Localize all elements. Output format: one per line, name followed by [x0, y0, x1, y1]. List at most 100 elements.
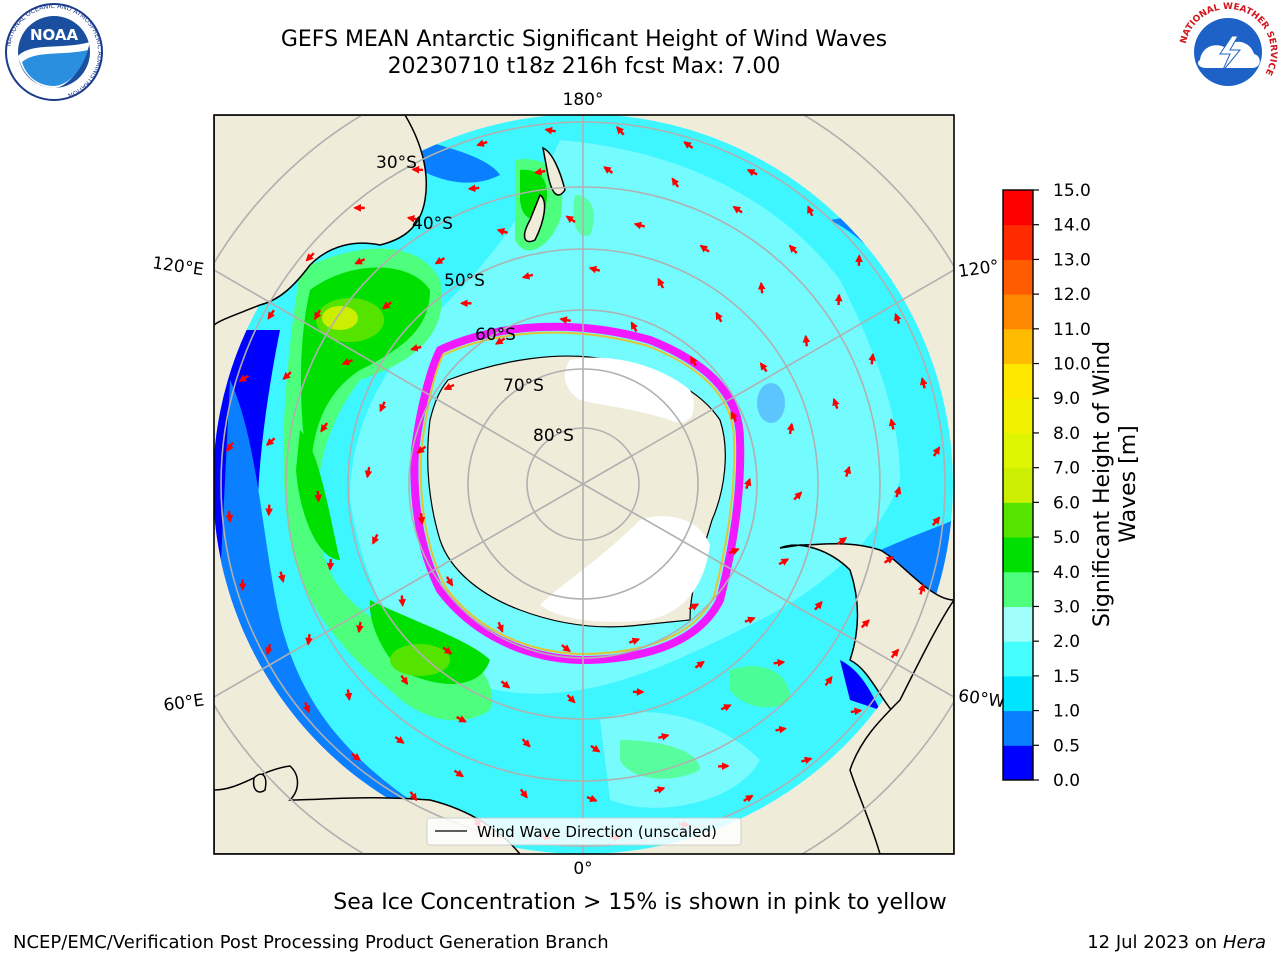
colorbar-band: [1003, 502, 1033, 538]
wave-direction-arrow: [442, 646, 453, 655]
colorbar-band: [1003, 294, 1033, 330]
wave-direction-arrow: [757, 281, 766, 294]
wave-direction-arrow: [671, 177, 680, 188]
wave-direction-arrow: [326, 559, 335, 571]
wave-direction-arrow: [476, 139, 488, 147]
wave-direction-arrow: [728, 547, 740, 556]
footer-date: 12 Jul 2023 on Hera: [1087, 932, 1266, 953]
wave-direction-arrow: [320, 422, 329, 433]
wave-direction-arrow: [467, 184, 480, 193]
lon-label-0: 0°: [573, 859, 592, 879]
wave-direction-arrow: [730, 411, 738, 422]
wave-direction-arrow: [364, 466, 373, 479]
wave-direction-arrow: [773, 659, 786, 667]
wave-direction-arrow: [238, 374, 249, 383]
colorbar-band: [1003, 259, 1033, 295]
wave-direction-arrow: [496, 228, 509, 236]
wave-direction-arrow: [860, 619, 870, 629]
wave-direction-arrow: [410, 344, 422, 352]
latitude-labels: 30°S 40°S 50°S 60°S 70°S 80°S: [376, 153, 574, 446]
lat-label-50s: 50°S: [444, 271, 485, 291]
colorbar-tick-label: 13.0: [1053, 250, 1091, 270]
wave-direction-arrow: [277, 571, 286, 583]
colorbar-band: [1003, 328, 1033, 365]
colorbar-tick-label: 4.0: [1053, 563, 1080, 583]
lon-label-180: 180°: [563, 90, 604, 110]
wave-direction-arrow: [265, 504, 273, 517]
wave-direction-arrow: [689, 355, 698, 367]
lat-label-30s: 30°S: [376, 153, 417, 173]
colorbar-tick-label: 3.0: [1053, 597, 1080, 617]
wave-direction-arrow: [807, 205, 815, 217]
colorbar-frame: [1002, 189, 1034, 781]
wave-direction-arrow: [265, 437, 276, 446]
wave-direction-arrow: [657, 277, 665, 289]
colorbar-tick-label: 9.0: [1053, 389, 1080, 409]
svg-text:NOAA: NOAA: [30, 26, 79, 44]
colorbar-tick-label: 1.0: [1053, 702, 1080, 722]
wave-direction-arrow: [603, 166, 614, 174]
wave-direction-arrow: [894, 312, 902, 325]
wave-direction-arrow: [868, 352, 876, 365]
wave-direction-arrow: [305, 252, 315, 262]
wave-direction-arrow: [544, 126, 556, 135]
wave-direction-arrow: [732, 205, 743, 214]
colorbar-tick-label: 14.0: [1053, 216, 1091, 236]
colorbar-band: [1003, 363, 1033, 399]
wave-direction-arrow: [932, 446, 941, 457]
wave-direction-arrow: [832, 397, 840, 410]
wave-direction-arrow: [715, 311, 723, 323]
wave-direction-arrow: [654, 786, 666, 794]
wave-direction-arrow: [883, 556, 895, 564]
wave-direction-arrow: [267, 309, 275, 320]
colorbar-band: [1003, 675, 1033, 712]
wave-direction-arrow: [744, 616, 756, 624]
wave-direction-arrow: [566, 694, 576, 704]
colorbar-tick-label: 0.5: [1053, 736, 1080, 756]
wave-direction-arrow: [302, 702, 311, 714]
wave-direction-arrow: [775, 725, 787, 734]
colorbar-band: [1003, 606, 1033, 642]
chart-title: GEFS MEAN Antarctic Significant Height o…: [280, 27, 888, 52]
wave-direction-arrow: [657, 733, 670, 741]
wave-direction-arrow: [559, 316, 571, 324]
colorbar: 0.0 0.5 1.0 1.5 2.0 3.0 4.0 5.0 6.0 7.0 8.0 9.0 10.0…: [1002, 181, 1091, 791]
wave-direction-arrow: [778, 558, 790, 566]
wave-direction-arrow: [688, 603, 700, 611]
lon-label-60w: 60°W: [957, 686, 1006, 712]
wave-direction-arrow: [743, 794, 754, 803]
wave-direction-arrow: [801, 756, 813, 765]
colorbar-tick-label: 5.0: [1053, 528, 1080, 548]
legend-label: Wind Wave Direction (unscaled): [477, 823, 717, 841]
wave-direction-arrow: [356, 621, 364, 634]
wave-direction-arrow: [443, 383, 455, 391]
wave-direction-arrow: [565, 215, 576, 224]
wave-direction-arrow: [718, 762, 730, 771]
colorbar-tick-label: 2.0: [1053, 632, 1080, 652]
lat-label-70s: 70°S: [503, 376, 544, 396]
wave-direction-arrow: [416, 445, 427, 454]
colorbar-band: [1003, 467, 1033, 503]
wave-direction-arrow: [917, 583, 926, 595]
wave-direction-arrow: [699, 244, 710, 253]
wave-direction-arrow: [683, 141, 694, 149]
wave-direction-arrow: [837, 537, 848, 545]
wave-direction-arrow: [616, 126, 625, 136]
colorbar-tick-label: 12.0: [1053, 285, 1091, 305]
colorbar-band: [1003, 641, 1033, 677]
wave-direction-arrow: [586, 794, 598, 803]
wave-direction-arrow: [456, 715, 467, 723]
colorbar-band: [1003, 190, 1033, 226]
wave-direction-arrow: [850, 707, 863, 716]
wave-direction-arrow: [400, 674, 409, 686]
wave-direction-arrow: [920, 377, 928, 389]
lon-label-120e: 120°E: [151, 253, 205, 280]
wave-direction-arrow: [411, 165, 424, 174]
graticule: [214, 115, 954, 854]
lon-label-120w: 120°: [957, 256, 1000, 282]
wave-direction-arrow: [225, 511, 234, 523]
colorbar-band: [1003, 710, 1033, 746]
lat-label-40s: 40°S: [412, 214, 453, 234]
wave-direction-arrow: [305, 634, 313, 646]
